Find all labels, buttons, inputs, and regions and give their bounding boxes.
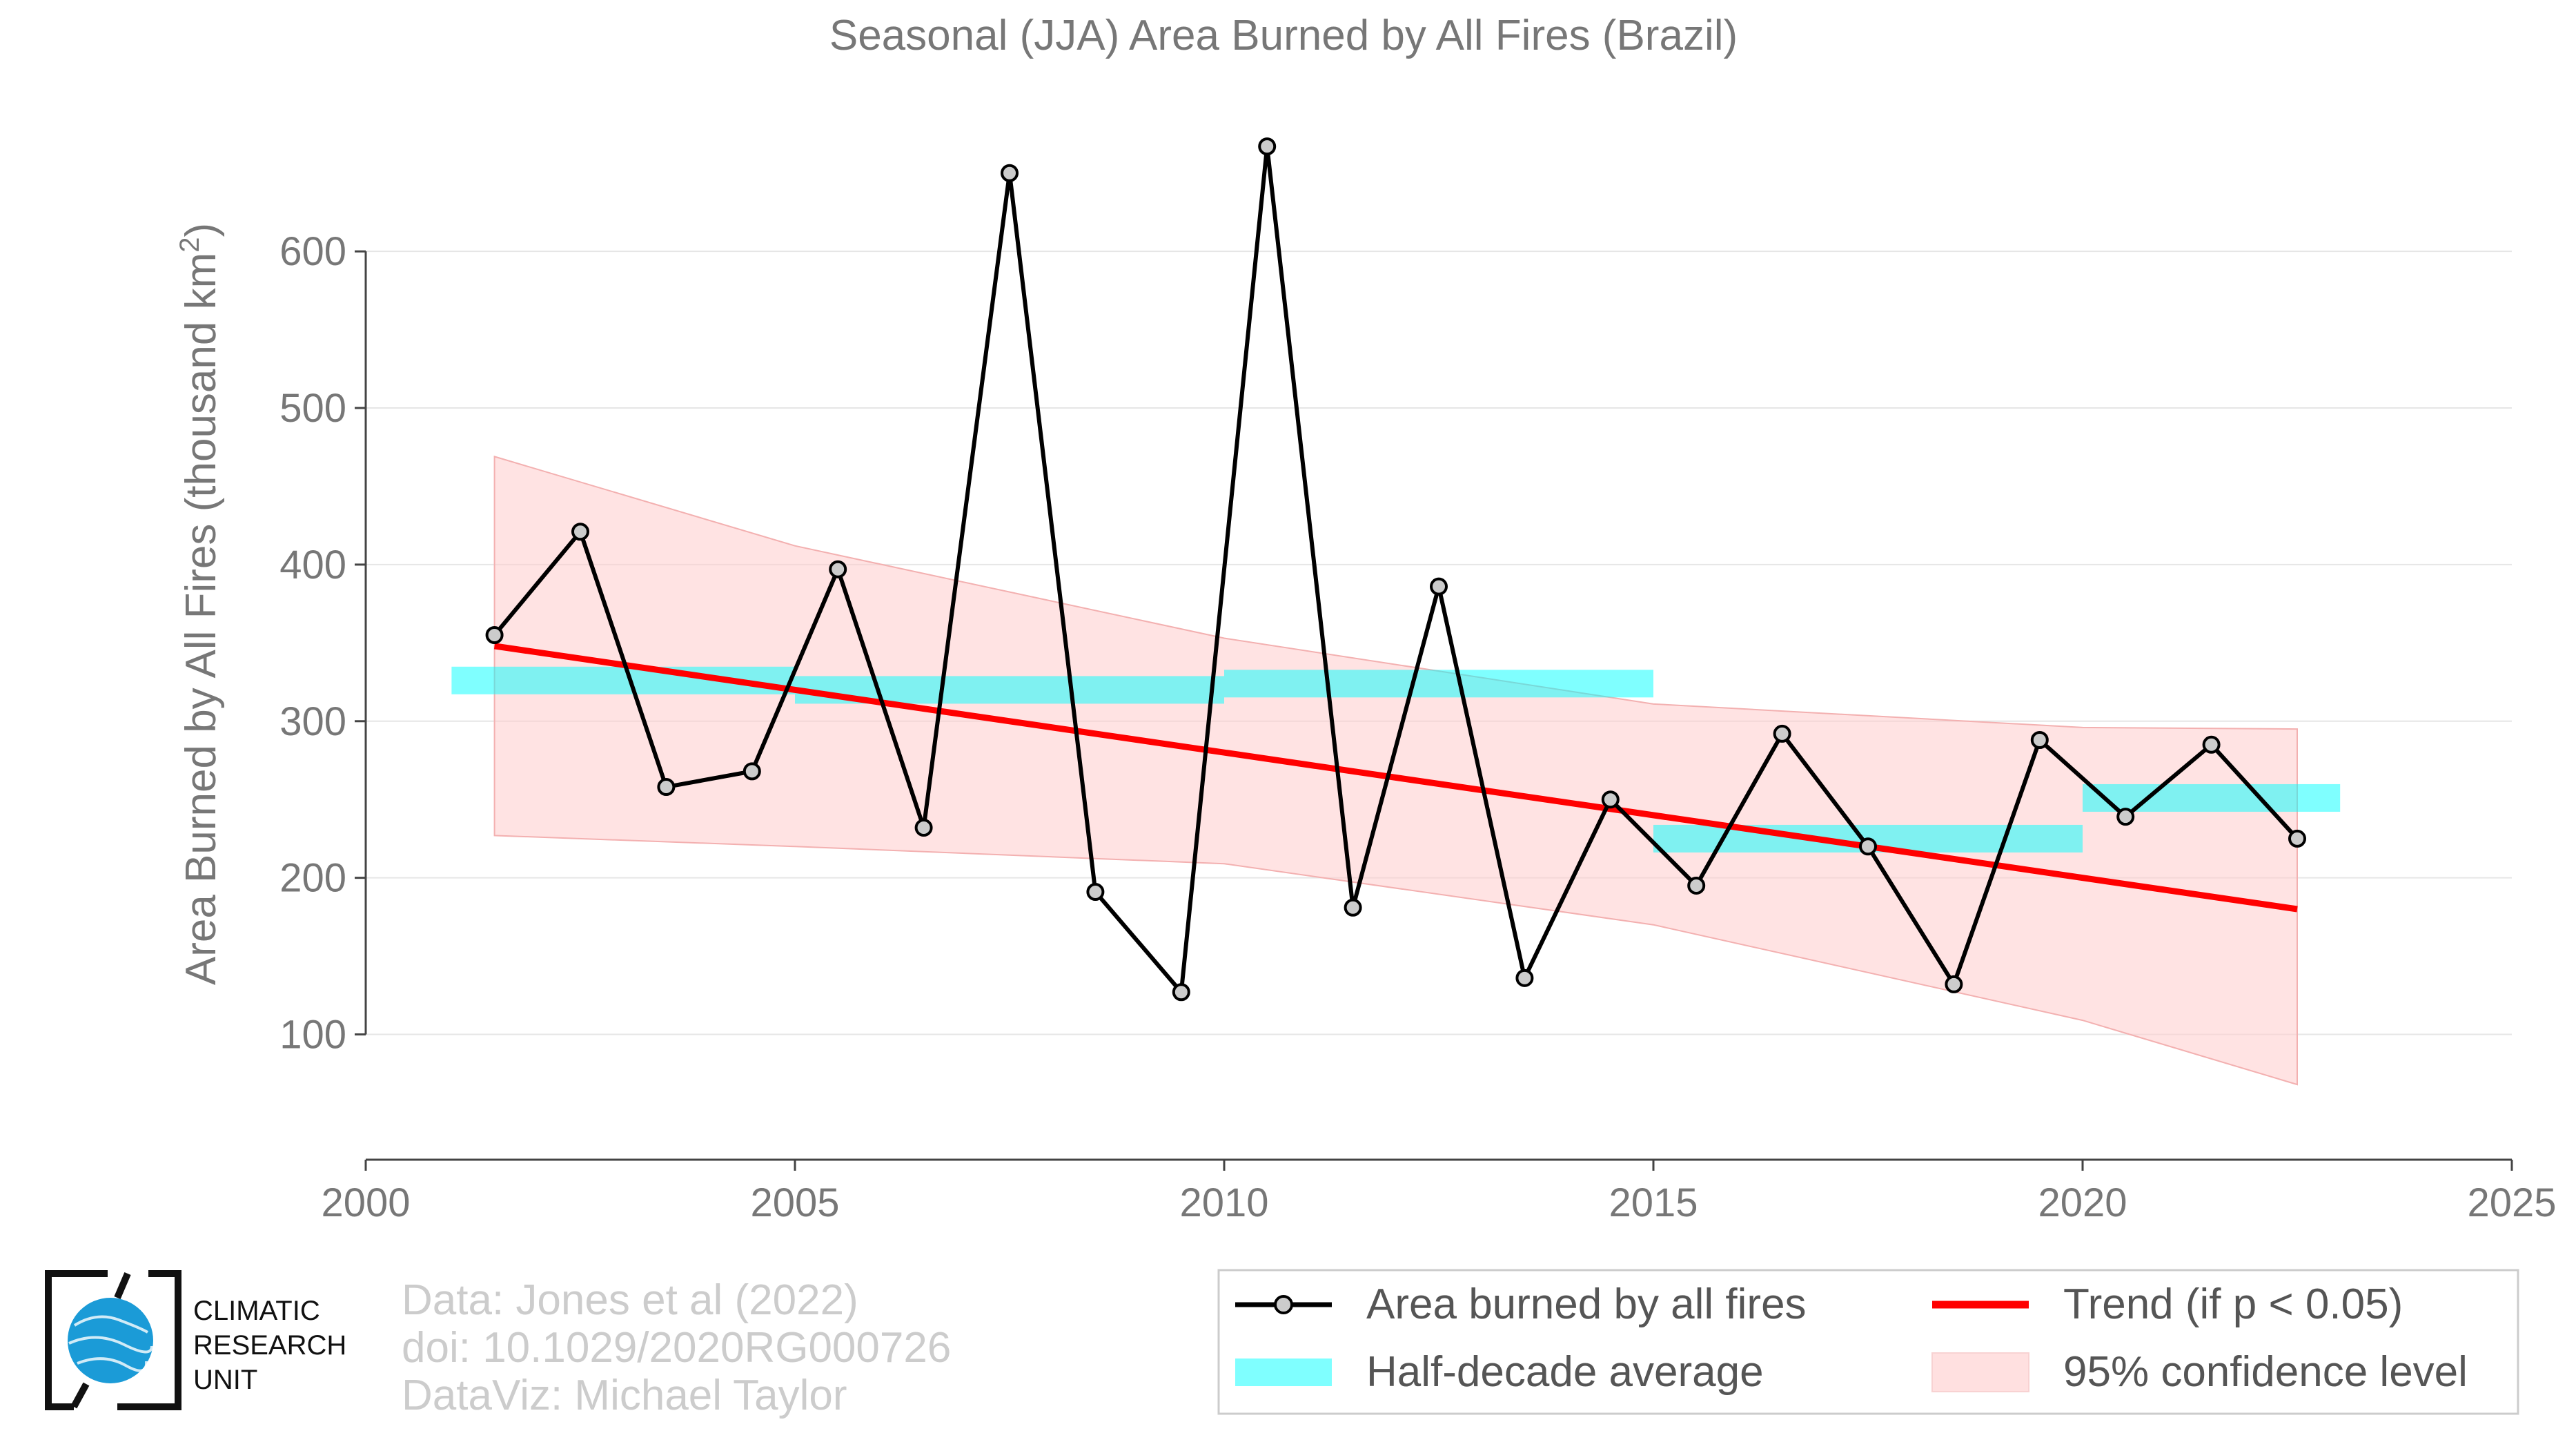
legend: Area burned by all fires Trend (if p < 0… (1217, 1269, 2519, 1415)
globe-icon-swirl (68, 1315, 153, 1372)
logo-line-1: CLIMATIC (193, 1296, 320, 1326)
data-point-15 (1687, 876, 1706, 895)
series-line-1 (493, 144, 2299, 995)
x-tick-label-2020: 2020 (2038, 1180, 2127, 1225)
y-tick-label-400: 400 (279, 543, 346, 587)
data-point-5 (829, 560, 847, 578)
x-tick-label-2005: 2005 (750, 1180, 839, 1225)
y-tick-label-500: 500 (279, 386, 346, 431)
y-tick-label-600: 600 (279, 229, 346, 274)
axes: 100 200 300 400 500 600 2000 2005 2010 2015 2020 20… (279, 229, 2556, 1225)
legend-label-half-decade: Half-decade average (1366, 1348, 1764, 1396)
logo-line-2: RESEARCH (193, 1330, 346, 1361)
logo-slash-bottom (70, 1382, 90, 1409)
data-point-21 (2202, 735, 2221, 754)
legend-swatch-confidence (1931, 1352, 2029, 1392)
data-point-13 (1515, 968, 1534, 987)
logo-bracket-right (117, 1270, 181, 1410)
credit-doi: doi: 10.1029/2020RG000726 (402, 1324, 951, 1372)
confidence-band-area (493, 456, 2298, 1086)
x-tick-label-2015: 2015 (1609, 1180, 1698, 1225)
credits: Data: Jones et al (2022) doi: 10.1029/20… (402, 1276, 951, 1419)
data-point-10 (1258, 137, 1277, 156)
legend-label-confidence: 95% confidence level (2063, 1348, 2468, 1396)
half-decade-bar-5 (2083, 783, 2341, 812)
data-point-6 (914, 819, 933, 837)
credit-data: Data: Jones et al (2022) (402, 1276, 858, 1324)
y-tick-label-300: 300 (279, 699, 346, 744)
data-point-4 (743, 762, 761, 781)
data-point-8 (1086, 883, 1105, 902)
y-axis-label: Area Burned by All Fires (thousand km2) (175, 223, 225, 985)
legend-box (1217, 1269, 2519, 1415)
credit-dataviz: DataViz: Michael Taylor (402, 1372, 847, 1419)
y-axis-label-main: Area Burned by All Fires (thousand km (177, 253, 225, 985)
legend-swatch-half-decade (1235, 1359, 1332, 1386)
logo-bracket-left (45, 1270, 108, 1410)
legend-label-area-burned: Area burned by all fires (1366, 1280, 1807, 1328)
confidence-band (493, 456, 2298, 1086)
x-tick-label-2010: 2010 (1179, 1180, 1268, 1225)
chart-title: Seasonal (JJA) Area Burned by All Fires … (829, 12, 1738, 59)
legend-marker-area-burned (1274, 1295, 1293, 1314)
data-point-14 (1601, 790, 1620, 809)
x-tick-label-2025: 2025 (2467, 1180, 2556, 1225)
data-point-3 (657, 778, 676, 797)
y-tick-label-200: 200 (279, 856, 346, 901)
data-point-2 (571, 523, 589, 541)
y-axis-label-superscript: 2 (175, 237, 205, 253)
data-point-19 (2030, 731, 2049, 749)
logo-slash-top (114, 1272, 131, 1299)
logo-line-3: UNIT (193, 1365, 257, 1395)
data-point-22 (2288, 829, 2306, 848)
data-point-7 (1001, 164, 1019, 182)
data-point-20 (2116, 808, 2135, 826)
series-group (485, 137, 2306, 1002)
data-point-1 (485, 626, 504, 644)
x-tick-label-2000: 2000 (321, 1180, 410, 1225)
cru-logo: CLIMATIC RESEARCH UNIT (45, 1270, 346, 1410)
data-point-9 (1172, 983, 1190, 1002)
legend-label-trend: Trend (if p < 0.05) (2063, 1280, 2403, 1328)
data-point-18 (1945, 975, 1963, 993)
data-point-17 (1859, 837, 1877, 856)
half-decade-bar-3 (1224, 670, 1653, 698)
data-point-11 (1344, 898, 1362, 917)
data-point-16 (1773, 724, 1791, 743)
y-axis-label-close: ) (177, 223, 225, 237)
data-point-12 (1430, 577, 1448, 596)
y-tick-label-100: 100 (279, 1013, 346, 1058)
